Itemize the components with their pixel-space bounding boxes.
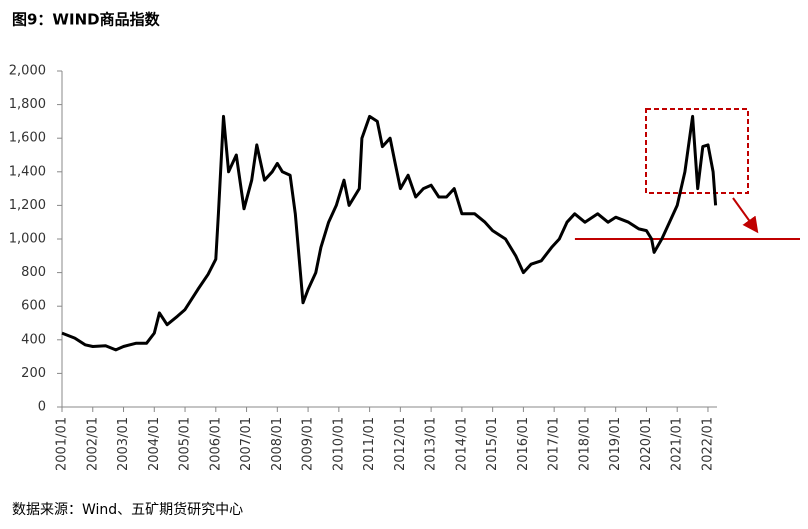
x-tick-label: 2003/01 (116, 417, 131, 471)
y-tick-label: 400 (21, 332, 46, 347)
x-tick-label: 2019/01 (608, 417, 623, 471)
x-tick-label: 2004/01 (147, 417, 162, 471)
highlight-box (645, 108, 749, 194)
x-tick-label: 2007/01 (239, 417, 254, 471)
x-tick-label: 2017/01 (547, 417, 562, 471)
x-tick-label: 2005/01 (178, 417, 193, 471)
y-tick-label: 1,600 (9, 131, 46, 146)
source-note: 数据来源：Wind、五矿期货研究中心 (12, 501, 243, 518)
chart-title: 图9：WIND商品指数 (12, 11, 161, 29)
y-tick-label: 600 (21, 299, 46, 314)
x-tick-label: 2002/01 (85, 417, 100, 471)
x-tick-label: 2021/01 (670, 417, 685, 471)
y-tick-label: 1,400 (9, 164, 46, 179)
y-tick-label: 800 (21, 265, 46, 280)
x-tick-label: 2009/01 (301, 417, 316, 471)
x-tick-label: 2010/01 (331, 417, 346, 471)
y-tick-label: 0 (38, 400, 46, 415)
x-tick-label: 2006/01 (208, 417, 223, 471)
data-line (61, 114, 718, 352)
x-tick-label: 2011/01 (362, 417, 377, 471)
x-tick-label: 2013/01 (424, 417, 439, 471)
x-tick-label: 2012/01 (393, 417, 408, 471)
y-tick-label: 1,000 (9, 232, 46, 247)
x-tick-label: 2020/01 (639, 417, 654, 471)
x-tick-label: 2018/01 (577, 417, 592, 471)
trend-arrow (732, 197, 759, 234)
x-tick-label: 2014/01 (454, 417, 469, 471)
x-tick-label: 2015/01 (485, 417, 500, 471)
x-tick-label: 2008/01 (270, 417, 285, 471)
x-tick-label: 2022/01 (700, 417, 715, 471)
x-tick-label: 2001/01 (55, 417, 70, 471)
y-tick-label: 1,800 (9, 97, 46, 112)
y-tick-label: 200 (21, 366, 46, 381)
y-tick-label: 2,000 (9, 64, 46, 79)
y-tick-label: 1,200 (9, 198, 46, 213)
x-tick-label: 2016/01 (516, 417, 531, 471)
